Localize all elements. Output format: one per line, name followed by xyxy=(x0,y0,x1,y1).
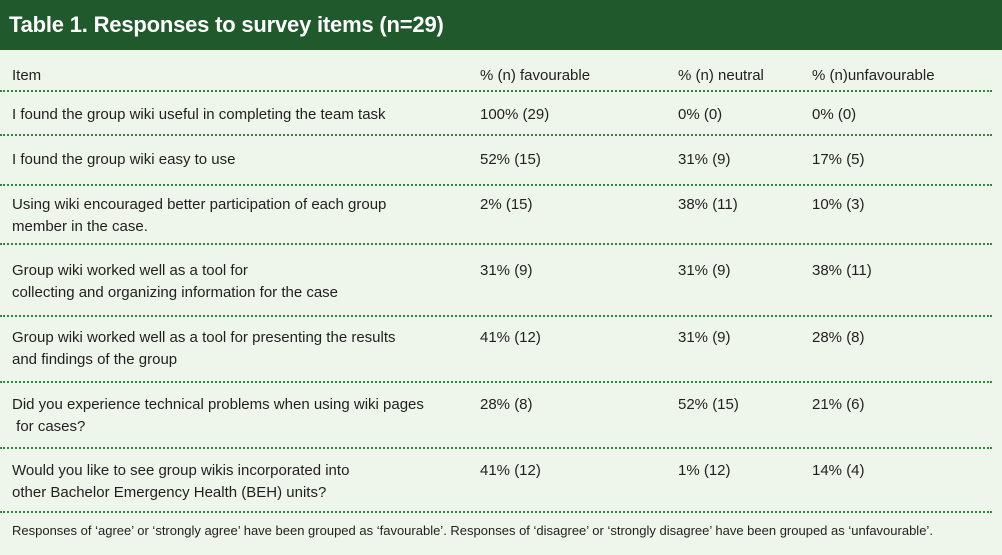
header-neutral: % (n) neutral xyxy=(678,67,764,84)
item-line: Using wiki encouraged better participati… xyxy=(12,196,387,213)
neutral-value: 31% (9) xyxy=(678,329,731,346)
item-line: for cases? xyxy=(12,418,86,435)
unfavourable-value: 21% (6) xyxy=(812,396,865,413)
favourable-value: 28% (8) xyxy=(480,396,533,413)
item-text: I found the group wiki useful in complet… xyxy=(12,104,386,126)
item-text: Group wiki worked well as a tool for col… xyxy=(12,260,338,304)
item-line: Did you experience technical problems wh… xyxy=(12,396,424,413)
unfavourable-value: 17% (5) xyxy=(812,151,865,168)
table-title: Table 1. Responses to survey items (n=29… xyxy=(9,12,444,37)
item-text: I found the group wiki easy to use xyxy=(12,149,235,171)
item-line: Group wiki worked well as a tool for xyxy=(12,262,248,279)
item-line: I found the group wiki easy to use xyxy=(12,151,236,168)
item-line: collecting and organizing information fo… xyxy=(12,284,339,301)
table-title-bar: Table 1. Responses to survey items (n=29… xyxy=(0,0,1002,53)
unfavourable-value: 38% (11) xyxy=(812,262,872,279)
item-line: and findings of the group xyxy=(12,351,178,368)
favourable-value: 31% (9) xyxy=(480,262,533,279)
header-favourable: % (n) favourable xyxy=(480,67,591,84)
neutral-value: 1% (12) xyxy=(678,462,731,479)
unfavourable-value: 14% (4) xyxy=(812,462,865,479)
item-line: Group wiki worked well as a tool for pre… xyxy=(12,329,396,346)
item-line: other Bachelor Emergency Health (BEH) un… xyxy=(12,484,327,501)
table-row: Group wiki worked well as a tool for pre… xyxy=(0,317,992,383)
table-footnote: Responses of ‘agree’ or ‘strongly agree’… xyxy=(12,523,933,538)
neutral-value: 0% (0) xyxy=(678,106,723,123)
table-row: Using wiki encouraged better participati… xyxy=(0,186,992,245)
neutral-value: 52% (15) xyxy=(678,396,739,413)
item-line: member in the case. xyxy=(12,218,148,235)
favourable-value: 2% (15) xyxy=(480,196,533,213)
item-text: Group wiki worked well as a tool for pre… xyxy=(12,327,396,371)
favourable-value: 100% (29) xyxy=(480,106,550,123)
header-unfavourable: % (n)unfavourable xyxy=(812,67,935,84)
table-row: Group wiki worked well as a tool for col… xyxy=(0,245,992,317)
table-row: Did you experience technical problems wh… xyxy=(0,383,992,449)
item-line: I found the group wiki useful in complet… xyxy=(12,106,386,123)
neutral-value: 38% (11) xyxy=(678,196,738,213)
table-row: I found the group wiki easy to use 52% (… xyxy=(0,136,992,186)
item-text: Using wiki encouraged better participati… xyxy=(12,194,386,238)
item-line: Would you like to see group wikis incorp… xyxy=(12,462,350,479)
table-row: I found the group wiki useful in complet… xyxy=(0,92,992,136)
item-text: Did you experience technical problems wh… xyxy=(12,394,424,438)
neutral-value: 31% (9) xyxy=(678,151,731,168)
table-row: Would you like to see group wikis incorp… xyxy=(0,449,992,513)
favourable-value: 52% (15) xyxy=(480,151,541,168)
table-header-row: Item % (n) favourable % (n) neutral % (n… xyxy=(0,56,992,92)
favourable-value: 41% (12) xyxy=(480,462,541,479)
neutral-value: 31% (9) xyxy=(678,262,731,279)
unfavourable-value: 28% (8) xyxy=(812,329,865,346)
header-item: Item xyxy=(12,67,42,84)
unfavourable-value: 10% (3) xyxy=(812,196,865,213)
favourable-value: 41% (12) xyxy=(480,329,541,346)
unfavourable-value: 0% (0) xyxy=(812,106,857,123)
item-text: Would you like to see group wikis incorp… xyxy=(12,460,349,504)
